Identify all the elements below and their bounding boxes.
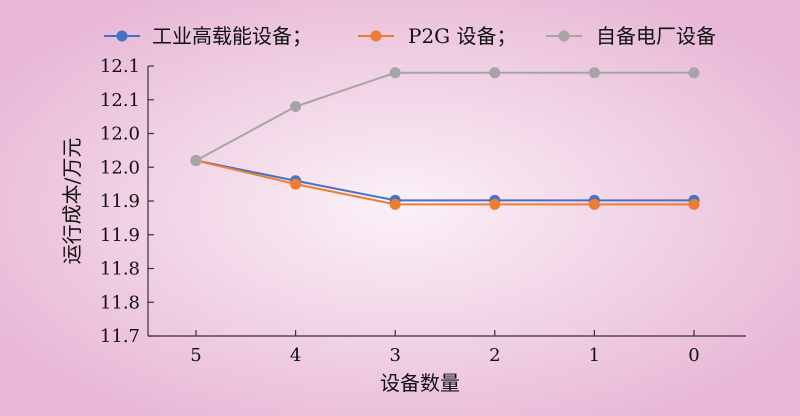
y-tick-label: 12.0 — [100, 124, 140, 145]
y-tick-label: 12.1 — [100, 90, 140, 111]
data-point — [688, 198, 700, 210]
y-tick-label: 11.7 — [100, 326, 140, 347]
x-tick-label: 2 — [489, 345, 500, 366]
legend-swatch-marker — [558, 30, 570, 42]
data-point — [489, 67, 501, 79]
x-tick-label: 0 — [688, 345, 699, 366]
legend-item: P2G 设备； — [358, 24, 517, 48]
x-tick-label: 1 — [589, 345, 600, 366]
series-layer — [190, 67, 700, 210]
x-tick-label: 5 — [190, 345, 201, 366]
y-tick-label: 12.0 — [100, 157, 140, 178]
legend-label: 自备电厂设备 — [596, 24, 716, 48]
x-ticks: 5 4 3 2 1 0 — [190, 330, 700, 366]
y-ticks: 11.7 11.8 11.8 11.9 11.9 12.0 12.0 12.1 12.1 — [100, 56, 154, 347]
legend-item: 自备电厂设备 — [546, 24, 716, 48]
data-point — [389, 198, 401, 210]
data-point — [290, 101, 302, 112]
legend-label: 工业高载能设备； — [152, 24, 312, 48]
data-point — [588, 67, 600, 79]
series-3 — [190, 67, 700, 166]
data-point — [688, 67, 700, 79]
y-tick-label: 12.1 — [100, 56, 140, 77]
series-line — [195, 159, 694, 206]
legend: 工业高载能设备； P2G 设备； 自备电厂设备 — [104, 24, 716, 48]
legend-label: P2G 设备； — [408, 24, 517, 48]
y-tick-label: 11.8 — [100, 259, 140, 280]
legend-swatch-marker — [370, 30, 382, 42]
data-point — [290, 178, 302, 190]
x-tick-label: 3 — [389, 345, 400, 366]
data-point — [190, 155, 202, 166]
series-line — [195, 71, 694, 162]
y-tick-label: 11.8 — [100, 292, 140, 313]
x-tick-label: 4 — [290, 345, 301, 366]
x-axis-title: 设备数量 — [380, 371, 460, 395]
data-point — [389, 67, 401, 79]
data-point — [489, 198, 501, 210]
legend-swatch-marker — [116, 30, 128, 42]
y-axis-title: 运行成本/万元 — [60, 138, 84, 265]
series-line — [195, 159, 694, 202]
legend-item: 工业高载能设备； — [104, 24, 312, 48]
data-point — [588, 198, 600, 210]
y-tick-label: 11.9 — [100, 191, 140, 212]
y-tick-label: 11.9 — [100, 225, 140, 246]
series-2 — [190, 155, 700, 210]
